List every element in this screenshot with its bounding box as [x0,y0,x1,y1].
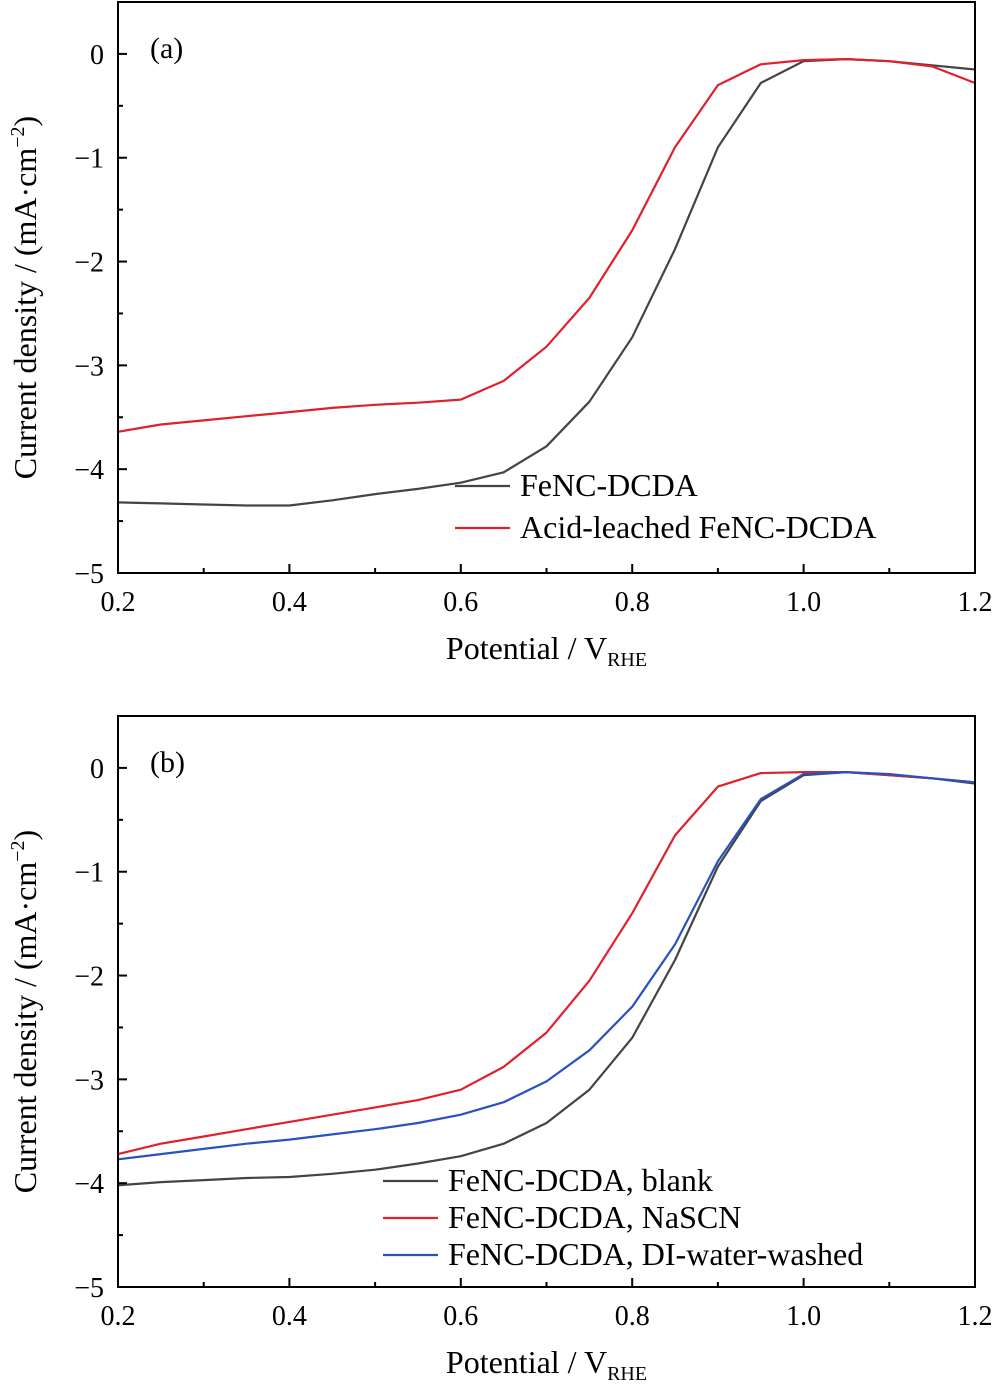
x-axis-title: Potential / VRHE [446,1344,647,1385]
x-axis-title-main: Potential / V [446,630,607,666]
panel-label: (b) [150,746,185,779]
y-tick-label: 0 [90,40,104,71]
y-tick-label: −1 [74,144,104,175]
x-tick-label: 1.0 [786,587,821,618]
y-tick-label: −4 [74,455,104,486]
legend-label: FeNC-DCDA, NaSCN [448,1199,741,1235]
x-tick-label: 0.4 [272,1301,307,1332]
x-axis-title-subscript: RHE [607,1363,647,1385]
y-axis-title: Current density / (mA·cm−2) [7,116,43,479]
y-axis-title-end: ) [7,830,43,841]
panel-label: (a) [150,32,183,65]
y-tick-label: −3 [74,351,104,382]
x-tick-label: 0.4 [272,587,307,618]
y-axis-title-main: Current density / (mA·cm [7,148,43,480]
y-tick-label: −5 [74,559,104,590]
x-axis-title-main: Potential / V [446,1344,607,1380]
series-line-3 [117,771,976,1161]
x-axis-title: Potential / VRHE [446,630,647,671]
y-tick-label: −3 [74,1065,104,1096]
y-tick-label: −2 [74,248,104,279]
y-tick-label: 0 [90,754,104,785]
y-tick-label: −1 [74,858,104,889]
y-axis-title-main: Current density / (mA·cm [7,862,43,1194]
x-tick-label: 0.2 [101,1301,136,1332]
x-tick-label: 0.2 [101,587,136,618]
y-axis-title-superscript: −2 [7,840,29,861]
legend-label: FeNC-DCDA, DI-water-washed [448,1236,863,1272]
chart-panel-b: 0.2 0.4 0.6 0.8 1.0 1.2 0 −1 −2 −3 −4 −5 (b) Potentia… [7,715,993,1385]
x-tick-label: 0.8 [615,1301,650,1332]
series-line-2 [117,771,976,1156]
legend-label: FeNC-DCDA [520,467,698,503]
series-line-2 [117,58,976,433]
y-axis-title-end: ) [7,116,43,127]
x-tick-label: 1.0 [786,1301,821,1332]
x-tick-label: 0.6 [443,587,478,618]
y-tick-label: −4 [74,1169,104,1200]
x-tick-label: 0.8 [615,587,650,618]
legend: FeNC-DCDA Acid-leached FeNC-DCDA [455,467,876,545]
series-line-1 [117,771,976,1187]
y-tick-label: −2 [74,962,104,993]
x-tick-label: 0.6 [443,1301,478,1332]
x-tick-label: 1.2 [958,587,993,618]
x-axis-title-subscript: RHE [607,649,647,671]
chart-panel-a: 0.2 0.4 0.6 0.8 1.0 1.2 0 −1 −2 −3 −4 −5 (a) Potentia… [7,1,993,671]
legend-label: Acid-leached FeNC-DCDA [520,509,876,545]
legend-label: FeNC-DCDA, blank [448,1162,713,1198]
series-line-1 [117,58,976,507]
y-axis-title: Current density / (mA·cm−2) [7,830,43,1193]
y-axis-title-superscript: −2 [7,126,29,147]
x-tick-label: 1.2 [958,1301,993,1332]
y-tick-label: −5 [74,1273,104,1304]
